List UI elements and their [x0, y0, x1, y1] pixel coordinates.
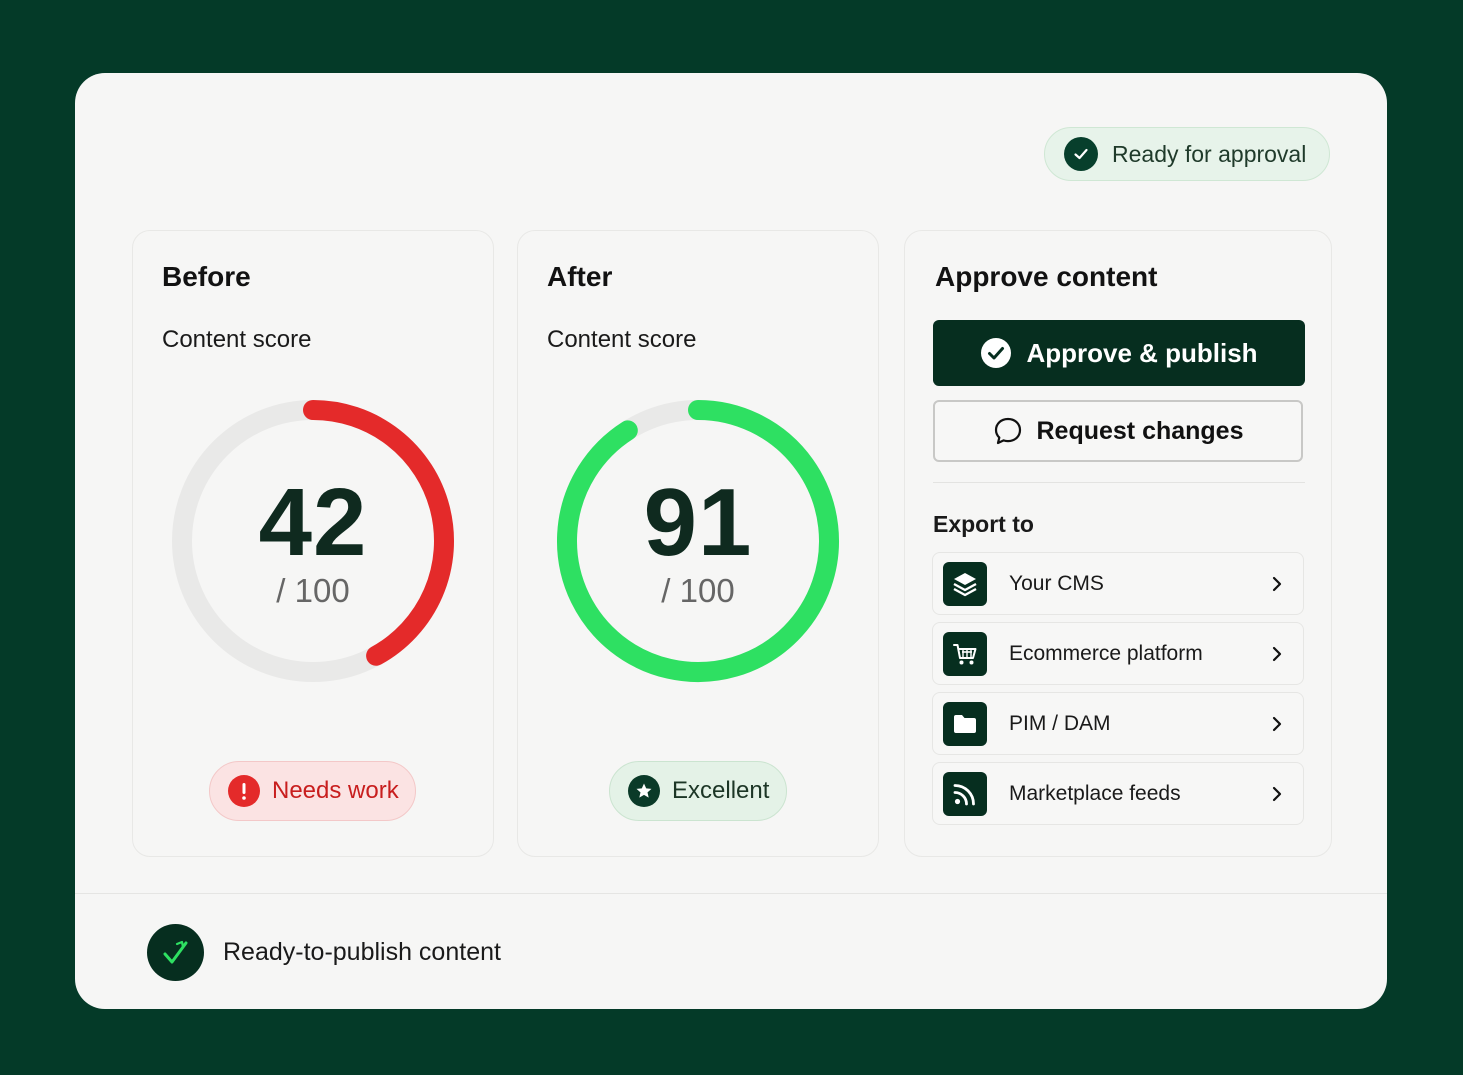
approve-panel: Approve content Approve & publish Reques…: [904, 230, 1332, 857]
chevron-right-icon: [1271, 715, 1283, 733]
before-score: 42: [258, 469, 368, 576]
status-label: Ready for approval: [1112, 140, 1307, 167]
after-panel: After Content score 91 / 100 Excellent: [517, 230, 879, 857]
chat-bubble-icon: [995, 417, 1022, 445]
export-item-ecommerce[interactable]: Ecommerce platform: [932, 622, 1304, 685]
export-item-label: Ecommerce platform: [1009, 641, 1203, 665]
after-score-gauge: 91 / 100: [548, 391, 848, 691]
before-score-gauge: 42 / 100: [163, 391, 463, 691]
chevron-right-icon: [1271, 575, 1283, 593]
excellent-label: Excellent: [672, 777, 770, 804]
footer-divider: [75, 893, 1387, 894]
export-item-marketplace[interactable]: Marketplace feeds: [932, 762, 1304, 825]
check-circle-icon: [1064, 137, 1098, 171]
export-item-pim-dam[interactable]: PIM / DAM: [932, 692, 1304, 755]
after-title: After: [547, 261, 613, 292]
approve-publish-button[interactable]: Approve & publish: [933, 320, 1305, 386]
star-icon: [628, 775, 660, 807]
after-score: 91: [643, 469, 753, 576]
alert-icon: [228, 775, 260, 807]
gauge-progress-arc: [557, 400, 839, 682]
footer: Ready-to-publish content: [147, 924, 501, 981]
after-score-max: / 100: [661, 572, 735, 609]
excellent-badge: Excellent: [609, 761, 787, 821]
export-item-label: Your CMS: [1009, 571, 1104, 595]
footer-label: Ready-to-publish content: [223, 938, 501, 966]
before-panel: Before Content score 42 / 100 Needs work: [132, 230, 494, 857]
after-subtitle: Content score: [547, 326, 697, 353]
needs-work-label: Needs work: [272, 777, 399, 804]
gauge-progress-arc: [303, 400, 454, 666]
before-subtitle: Content score: [162, 326, 312, 353]
export-item-cms[interactable]: Your CMS: [932, 552, 1304, 615]
divider: [933, 482, 1305, 483]
approval-card: Ready for approval Before Content score …: [75, 73, 1387, 1009]
export-item-label: PIM / DAM: [1009, 711, 1111, 735]
folder-icon: [943, 701, 987, 746]
request-changes-label: Request changes: [1036, 416, 1244, 445]
chevron-right-icon: [1271, 785, 1283, 803]
layers-icon: [943, 561, 987, 606]
chevron-right-icon: [1271, 645, 1283, 663]
before-score-max: / 100: [276, 572, 350, 609]
request-changes-button[interactable]: Request changes: [933, 400, 1303, 462]
before-title: Before: [162, 261, 251, 292]
rss-icon: [943, 771, 987, 816]
check-circle-icon: [147, 924, 204, 981]
cart-icon: [943, 631, 987, 676]
ready-for-approval-badge: Ready for approval: [1044, 127, 1330, 181]
export-item-label: Marketplace feeds: [1009, 781, 1181, 805]
check-circle-icon: [981, 338, 1012, 368]
approve-publish-label: Approve & publish: [1026, 337, 1258, 368]
needs-work-badge: Needs work: [209, 761, 416, 821]
approve-title: Approve content: [935, 261, 1158, 292]
export-heading: Export to: [933, 511, 1034, 537]
